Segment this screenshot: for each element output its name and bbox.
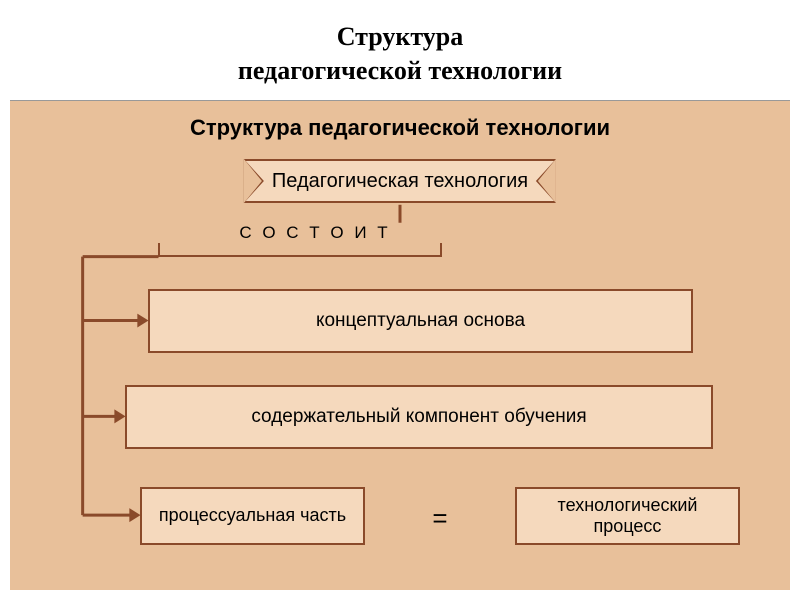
box-content-label: содержательный компонент обучения [251,406,586,428]
box-technological-process: технологический процесс [515,487,740,545]
page-title: Структура педагогической технологии [0,0,800,100]
consists-of-underline [158,243,442,257]
box-content-component: содержательный компонент обучения [125,385,713,449]
diagram-container: Структура педагогической технологии Педа… [10,100,790,590]
page-title-line2: педагогической технологии [238,56,562,85]
banner-pedagogical-technology: Педагогическая технология [244,159,556,203]
banner-label: Педагогическая технология [272,170,528,192]
consists-of-letters: С О С Т О И Т [190,223,440,243]
box-procedural-label: процессуальная часть [159,505,346,526]
equals-sign: = [425,503,455,534]
banner-body: Педагогическая технология [244,159,556,203]
box-procedural-part: процессуальная часть [140,487,365,545]
diagram-title: Структура педагогической технологии [10,115,790,141]
box-conceptual-basis: концептуальная основа [148,289,693,353]
box-techprocess-label: технологический процесс [523,495,732,536]
page-title-line1: Структура [337,22,464,51]
box-conceptual-label: концептуальная основа [316,310,525,332]
